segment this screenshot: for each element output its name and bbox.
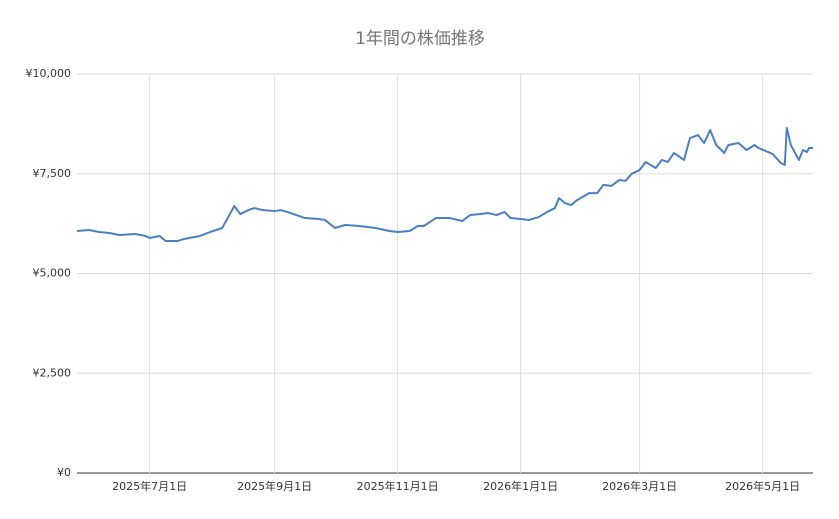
x-tick-label: 2025年7月1日 — [112, 479, 187, 493]
y-tick-label: ¥0 — [57, 466, 71, 479]
x-tick-label: 2026年1月1日 — [483, 479, 558, 493]
x-tick-label: 2026年3月1日 — [602, 479, 677, 493]
y-tick-label: ¥10,000 — [26, 67, 72, 80]
x-tick-label: 2026年5月1日 — [725, 479, 800, 493]
x-tick-label: 2025年11月1日 — [357, 479, 439, 493]
y-tick-label: ¥2,500 — [33, 366, 72, 379]
chart-title: 1年間の株価推移 — [355, 29, 485, 49]
x-tick-label: 2025年9月1日 — [237, 479, 312, 493]
y-tick-label: ¥5,000 — [33, 267, 72, 280]
price-line — [76, 127, 813, 242]
y-tick-label: ¥7,500 — [33, 167, 72, 180]
